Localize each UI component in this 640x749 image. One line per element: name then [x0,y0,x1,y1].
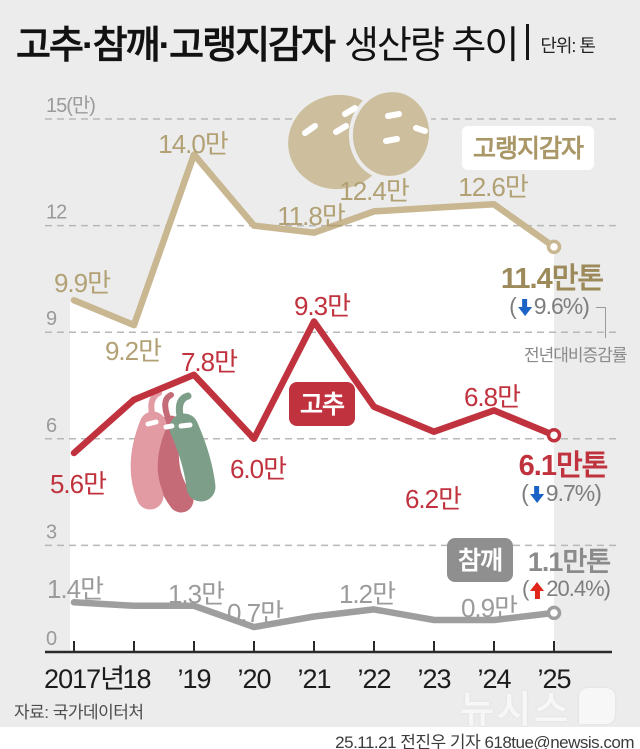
series-endpoint-고추 [546,427,562,443]
source-credit: 자료: 국가데이터처 [14,703,144,722]
up-arrow-icon [530,581,545,599]
series-endpoint-참깨 [546,605,562,621]
x-tick-label: ’20 [237,664,270,694]
title-separator [526,23,530,60]
final-value-sesame: 1.1만톤 [527,547,611,577]
y-tick-label-12: 12 [46,202,67,224]
final-value-potato: 11.4만톤 [500,263,604,295]
final-value-pepper: 6.1만톤 [518,450,609,482]
y-tick-label-3: 3 [46,521,57,543]
title-bold: 고추·참깨·고랭지감자 [16,25,336,67]
x-tick-label: ’18 [117,664,150,694]
y-tick-label-9: 9 [46,308,57,330]
y-tick-label-15: 15(만) [46,94,95,117]
pepper-illustration [130,390,216,513]
label-potato-2022: 12.4만 [339,176,410,206]
change-potato: (9.6%) [509,293,590,320]
label-potato-2019: 14.0만 [158,129,229,159]
potato-illustration [288,88,434,190]
series-lines [70,151,562,631]
series-line-고랭지감자 [70,151,558,329]
series-box-pepper: 고추 [289,382,356,426]
paren: ( [509,293,517,319]
newsis-logo-mark-icon [579,688,616,724]
unit-label: 단위: 톤 [540,35,596,56]
x-tick-label: ’24 [477,664,511,694]
label-sesame-2022: 1.2만 [338,579,396,609]
axes: 15(만) 12 9 6 3 0 2017년’18 ’19 ’20 ’21 ’22 ’23 ’24 ’25 [44,94,612,694]
newsis-logo-text: 뉴시스 [460,689,572,730]
change-pepper: (9.7%) [521,480,602,507]
label-sesame-2017: 1.4만 [46,574,104,604]
change-value: 20.4%) [546,576,611,601]
paren: ( [521,576,529,601]
series-line-참깨 [70,599,558,631]
newsis-logo-watermark: 뉴시스 [460,679,616,733]
series-box-potato: 고랭지감자 [462,126,595,170]
byline-strip: 25.11.21 전진우 기자 618tue@newsis.com [0,727,640,749]
byline: 25.11.21 전진우 기자 618tue@newsis.com [335,733,634,749]
y-tick-label-0: 0 [46,628,57,650]
x-tick-label: ’22 [357,664,390,694]
page-title: 고추·참깨·고랭지감자 생산량 추이 단위: 톤 [16,14,596,69]
label-sesame-2020: 0.7만 [226,598,284,628]
potato-eyes-icon [302,105,428,144]
x-tick-label: ’19 [177,664,210,694]
x-tick-label: ’23 [417,664,450,694]
label-potato-2018: 9.2만 [104,336,162,366]
paren: ( [521,480,529,506]
title-rest: 생산량 추이 [343,25,519,67]
label-pepper-2023: 6.2만 [404,484,462,514]
series-endpoint-고랭지감자 [546,239,562,255]
down-arrow-icon [529,486,544,503]
yoy-note: 전년대비증감률 [524,346,627,365]
change-value: 9.7%) [545,480,602,506]
label-potato-2024: 12.6만 [458,172,529,202]
yoy-connector-line [596,307,606,338]
x-tick-label: 2017년 [44,664,124,694]
label-sesame-2019: 1.3만 [167,579,225,609]
y-tick-label-6: 6 [46,415,57,437]
label-pepper-2020: 6.0만 [229,454,287,484]
label-pepper-2019: 7.8만 [180,347,238,377]
change-value: 9.6%) [533,293,590,319]
series-box-sesame: 참깨 [447,538,514,582]
down-arrow-icon [517,299,532,316]
label-sesame-2024: 0.9만 [460,593,518,623]
label-pepper-2024: 6.8만 [463,382,521,412]
x-tick-label: ’25 [537,664,570,694]
series-line-고추 [70,318,558,457]
label-potato-2021: 11.8만 [277,201,346,231]
label-potato-2017: 9.9만 [53,268,111,298]
pepper-highlights-icon [145,419,193,430]
x-tick-label: ’21 [297,664,330,694]
label-pepper-2017: 5.6만 [49,469,107,499]
label-pepper-2021: 9.3만 [293,291,351,321]
change-sesame: (20.4%) [521,576,611,602]
